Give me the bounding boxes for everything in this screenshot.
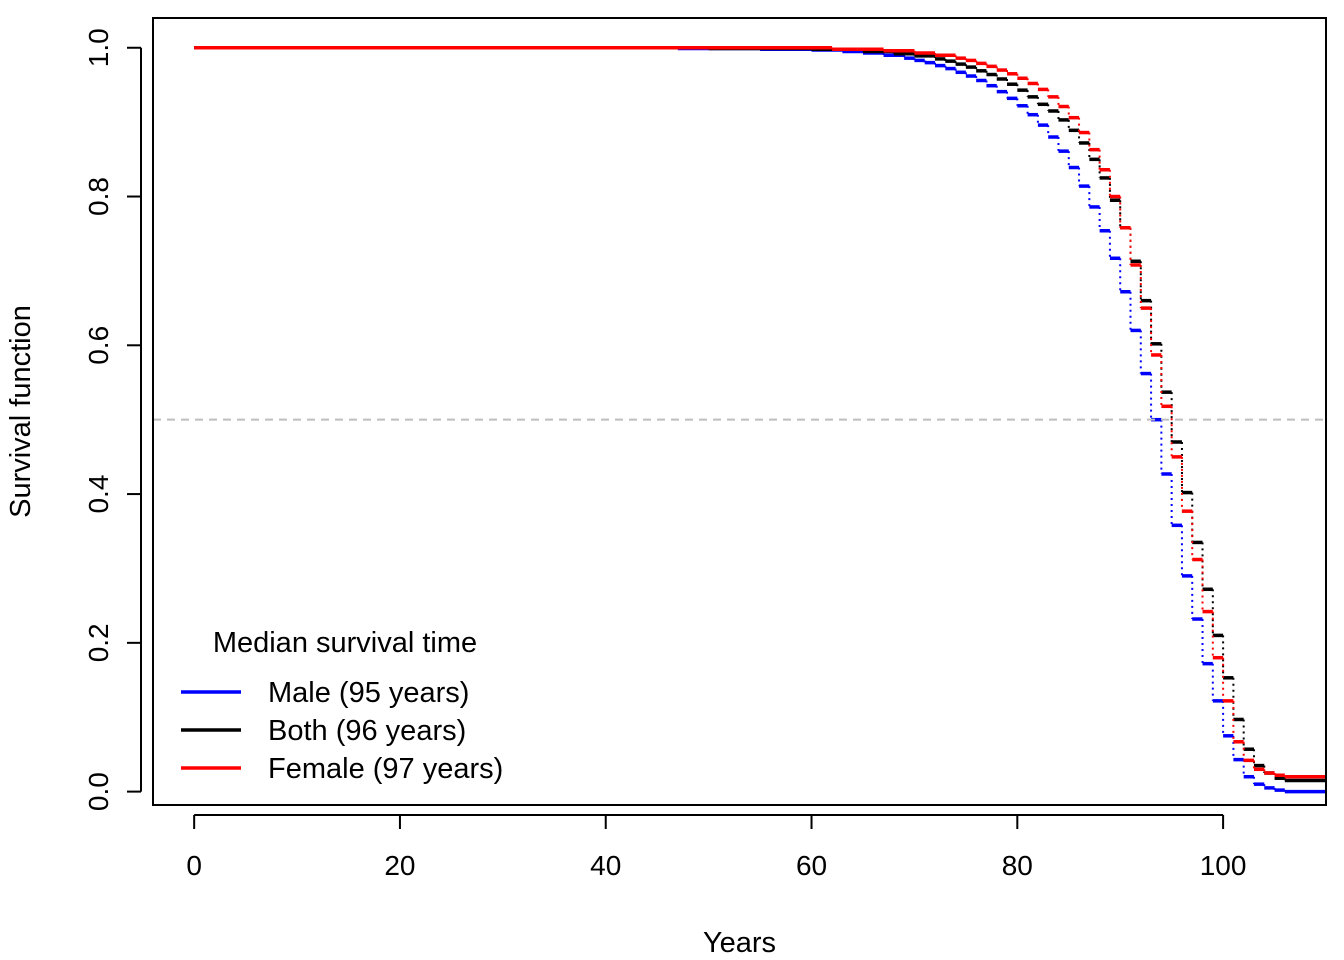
legend-title: Median survival time: [213, 627, 477, 659]
x-axis-title: Years: [703, 927, 776, 959]
series-2: [194, 46, 1326, 779]
x-tick-label: 80: [1002, 850, 1033, 881]
y-tick-label: 0.8: [83, 177, 114, 216]
series-1: [194, 46, 1326, 783]
y-axis-title: Survival function: [5, 305, 37, 518]
x-axis: 0 20 40 60 80 100: [186, 814, 1247, 881]
y-tick-label: 0.2: [83, 623, 114, 662]
x-tick-label: 100: [1200, 850, 1247, 881]
y-axis: 0.0 0.2 0.4 0.6 0.8 1.0: [83, 28, 142, 811]
legend-items: Male (95 years) Both (96 years) Female (97…: [181, 677, 503, 785]
y-tick-label: 0.4: [83, 475, 114, 514]
plot-frame: [152, 17, 1327, 806]
x-tick-label: 0: [186, 850, 202, 881]
x-tick-label: 40: [590, 850, 621, 881]
y-tick-label: 1.0: [83, 28, 114, 67]
legend-label: Female (97 years): [268, 753, 503, 785]
legend: Median survival time Male (95 years) Both…: [181, 627, 503, 785]
x-tick-label: 60: [796, 850, 827, 881]
series-layer: [194, 46, 1326, 794]
x-tick-label: 20: [384, 850, 415, 881]
y-tick-label: 0.6: [83, 326, 114, 365]
legend-label: Male (95 years): [268, 677, 469, 709]
y-tick-label: 0.0: [83, 772, 114, 811]
legend-label: Both (96 years): [268, 715, 466, 747]
